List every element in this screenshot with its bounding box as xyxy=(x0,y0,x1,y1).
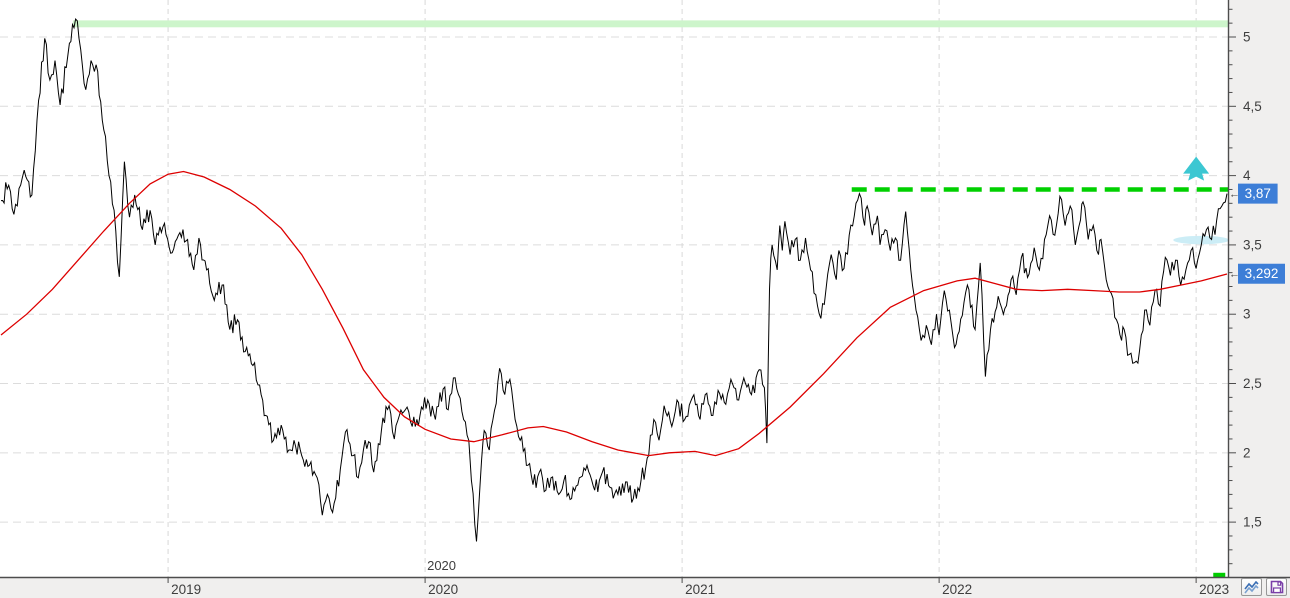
x-tick-label: 2022 xyxy=(942,582,972,597)
last-price-badge: ← 3,87 xyxy=(1229,183,1278,204)
y-tick-label: 3 xyxy=(1243,307,1251,322)
y-tick-label: 2,5 xyxy=(1243,376,1262,391)
bottom-right-toolbar xyxy=(1241,578,1287,596)
inchart-year-text: 2020 xyxy=(427,558,456,573)
ma-price-badge: ← 3,292 xyxy=(1229,263,1285,284)
x-tick-label: 2019 xyxy=(171,582,201,597)
y-tick-label: 5 xyxy=(1243,30,1251,45)
inchart-year-label: 2020 xyxy=(427,558,456,573)
y-tick-label: 4 xyxy=(1243,168,1251,183)
y-tick-label: 4,5 xyxy=(1243,99,1262,114)
gridlines xyxy=(0,0,1228,577)
x-axis[interactable]: 2019 2020 2021 2022 2023 xyxy=(0,576,1290,597)
x-tick-label: 2021 xyxy=(685,582,715,597)
y-axis[interactable]: 5 4,5 4 3,5 3 2,5 2 1,5 xyxy=(1227,0,1262,578)
highlight-ellipse xyxy=(1173,235,1230,245)
badge-arrow-icon: ← xyxy=(1229,189,1240,201)
badge-value: 3,87 xyxy=(1245,186,1271,201)
x-tick-label: 2023 xyxy=(1199,582,1229,597)
y-tick-label: 2 xyxy=(1243,445,1251,460)
bottom-green-marker xyxy=(1213,572,1226,578)
zigzag-icon xyxy=(1244,580,1259,594)
moving-average-series xyxy=(0,170,1228,457)
y-tick-label: 3,5 xyxy=(1243,237,1262,252)
y-tick-label: 1,5 xyxy=(1243,515,1262,530)
up-arrow-icon xyxy=(1183,156,1210,181)
x-tick-label: 2020 xyxy=(428,582,458,597)
resistance-zone xyxy=(72,20,1228,28)
save-button[interactable] xyxy=(1266,578,1287,596)
indicator-button[interactable] xyxy=(1241,578,1262,596)
badge-value: 3,292 xyxy=(1245,266,1279,281)
price-badges: ← 3,87 ← 3,292 xyxy=(1229,183,1285,284)
floppy-icon xyxy=(1270,580,1284,594)
badge-arrow-icon: ← xyxy=(1229,269,1240,281)
